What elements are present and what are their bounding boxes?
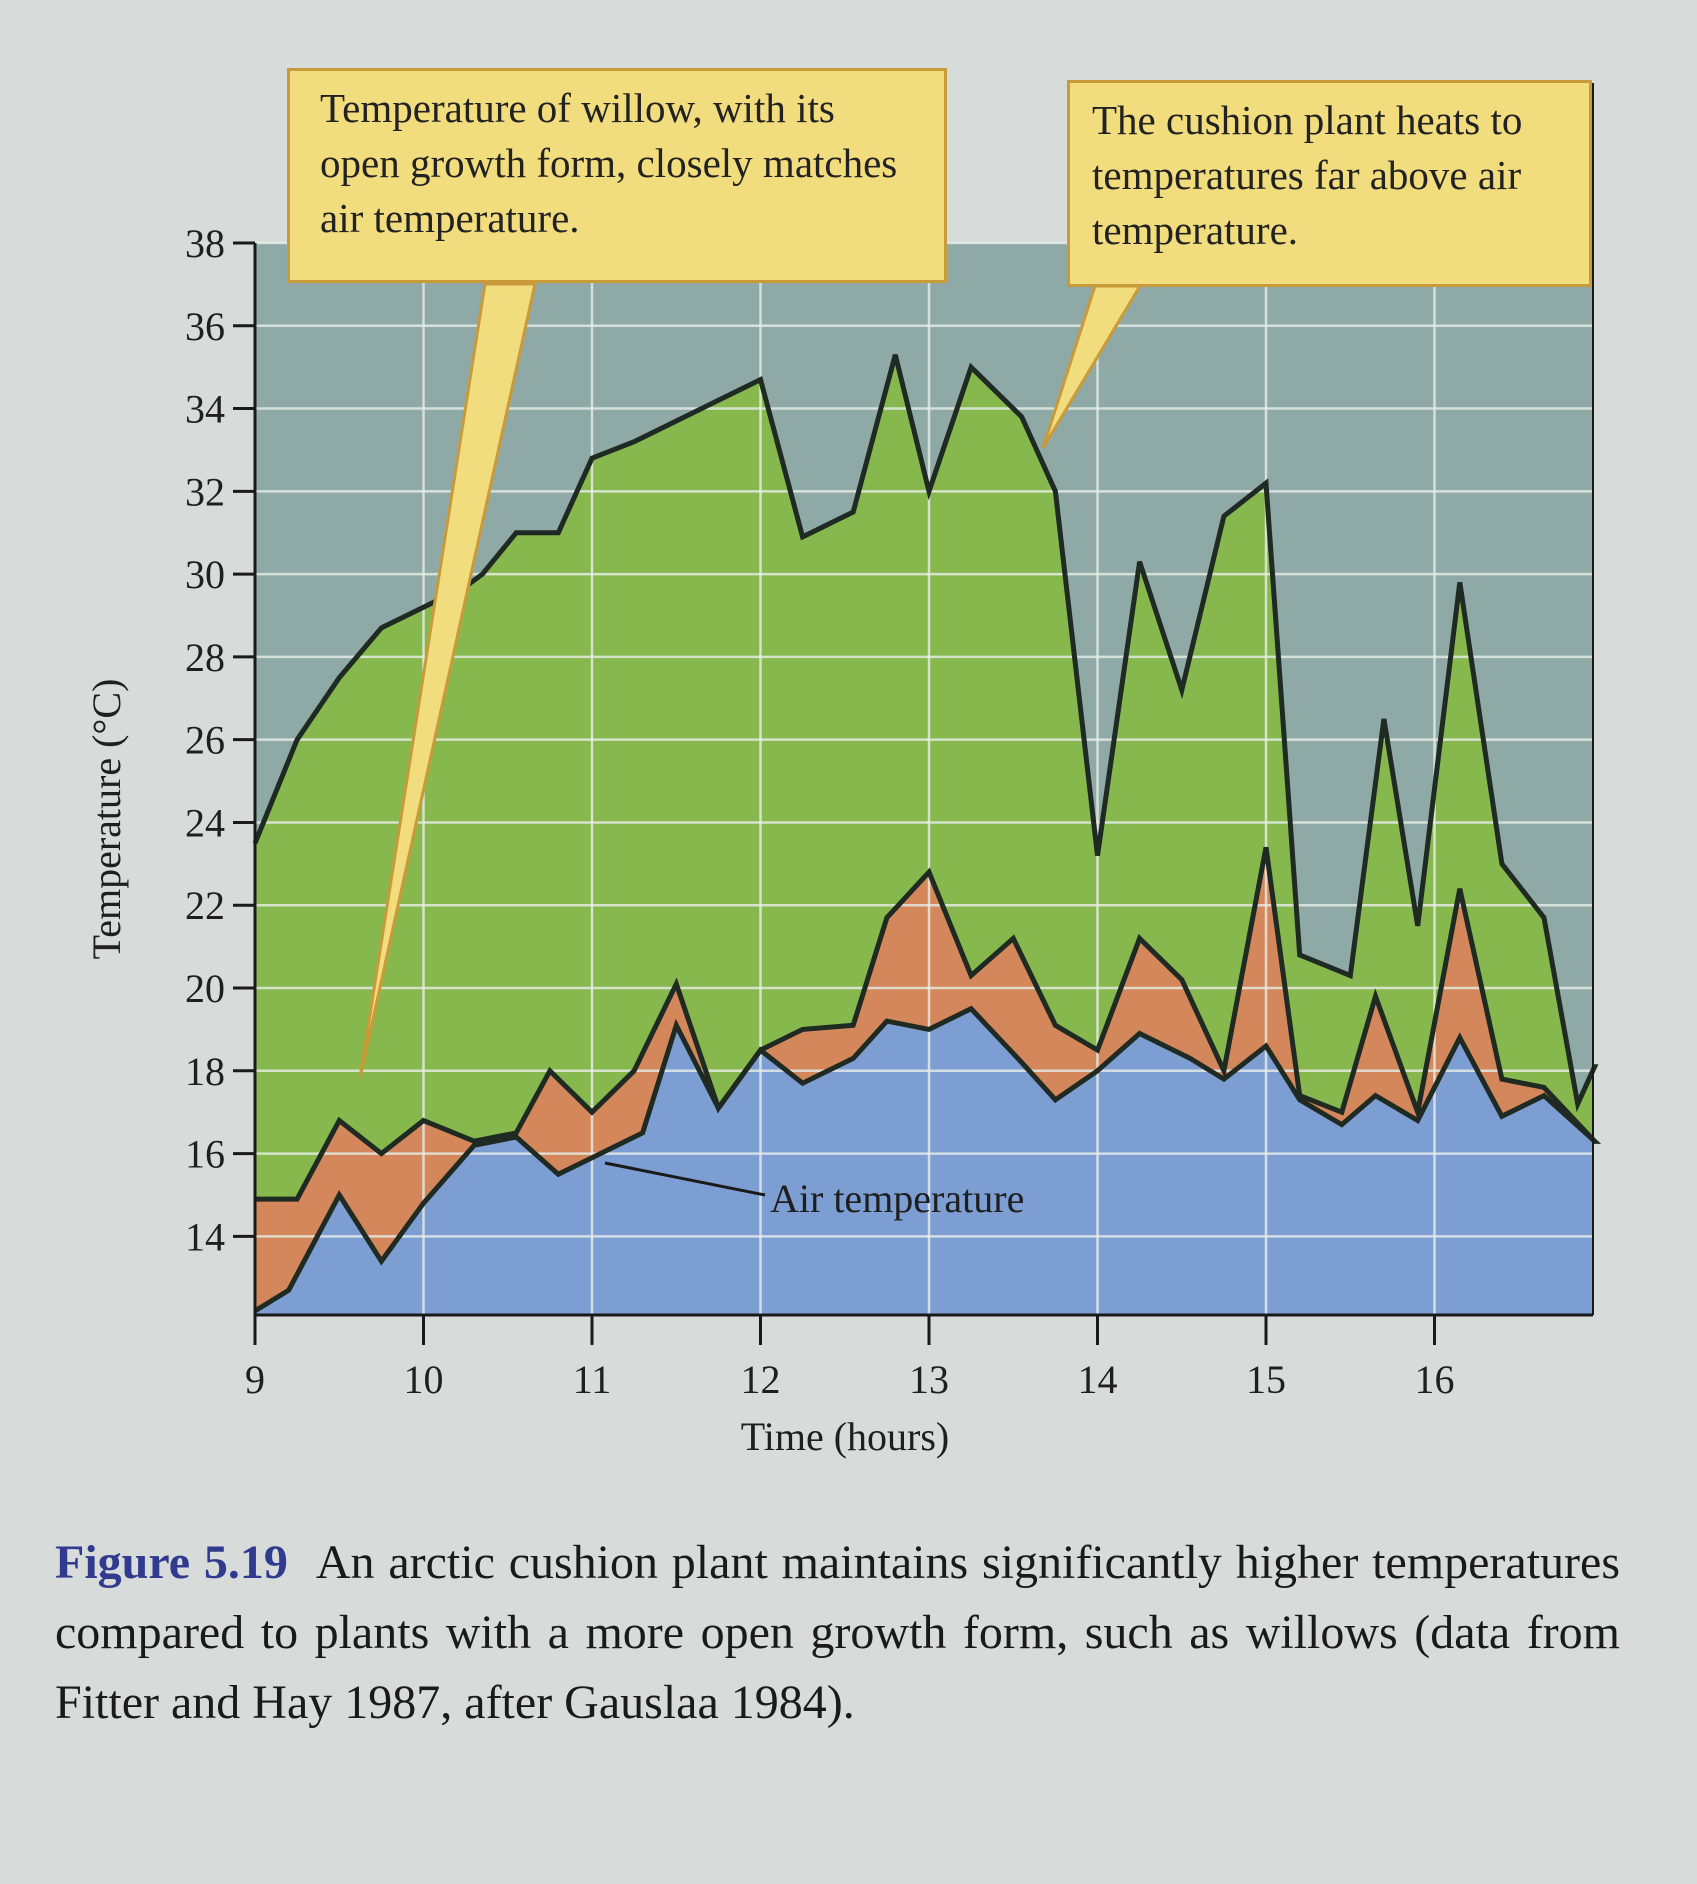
y-tick-label: 28 bbox=[185, 635, 225, 680]
y-tick-label: 18 bbox=[185, 1049, 225, 1094]
y-tick-label: 32 bbox=[185, 469, 225, 514]
line-cushion-plant bbox=[252, 354, 1599, 1113]
y-tick-label: 14 bbox=[185, 1214, 225, 1259]
y-tick-label: 16 bbox=[185, 1132, 225, 1177]
y-tick-label: 38 bbox=[185, 221, 225, 266]
figure-caption: Figure 5.19 An arctic cushion plant maint… bbox=[55, 1528, 1620, 1738]
x-tick-label: 12 bbox=[741, 1357, 781, 1402]
temperature-chart: 14 16 18 20 22 24 26 28 30 32 34 36 38 9 10 11 12 13 14 15 1… bbox=[84, 83, 1602, 1459]
x-axis-title: Time (hours) bbox=[741, 1414, 950, 1459]
x-tick-label: 16 bbox=[1415, 1357, 1455, 1402]
y-tick-label: 22 bbox=[185, 883, 225, 928]
willow-callout-pointer bbox=[358, 282, 537, 1079]
y-tick-label: 30 bbox=[185, 552, 225, 597]
y-tick-label: 26 bbox=[185, 718, 225, 763]
line-air-temperature bbox=[253, 1005, 1602, 1314]
figure-number: Figure 5.19 bbox=[55, 1536, 288, 1589]
y-tick-label: 34 bbox=[185, 387, 225, 432]
air-temperature-leader-line bbox=[604, 1161, 766, 1197]
y-tick-label: 20 bbox=[185, 966, 225, 1011]
line-willow bbox=[255, 846, 1601, 1202]
y-tick-label: 36 bbox=[185, 304, 225, 349]
y-tick-label: 24 bbox=[185, 800, 225, 845]
x-tick-label: 10 bbox=[404, 1357, 444, 1402]
x-tick-label: 13 bbox=[909, 1357, 949, 1402]
cushion-callout: The cushion plant heats to temperatures … bbox=[1067, 80, 1592, 287]
air-temperature-label: Air temperature bbox=[770, 1176, 1024, 1221]
willow-callout: Temperature of willow, with its open gro… bbox=[287, 68, 947, 283]
x-tick-label: 15 bbox=[1246, 1357, 1286, 1402]
y-axis-title: Temperature (°C) bbox=[84, 679, 129, 960]
x-tick-label: 11 bbox=[573, 1357, 612, 1402]
caption-text: An arctic cushion plant maintains signif… bbox=[55, 1536, 1621, 1729]
area-air-temperature bbox=[255, 1008, 1595, 1315]
x-tick-label: 9 bbox=[245, 1357, 265, 1402]
x-tick-label: 14 bbox=[1078, 1357, 1118, 1402]
